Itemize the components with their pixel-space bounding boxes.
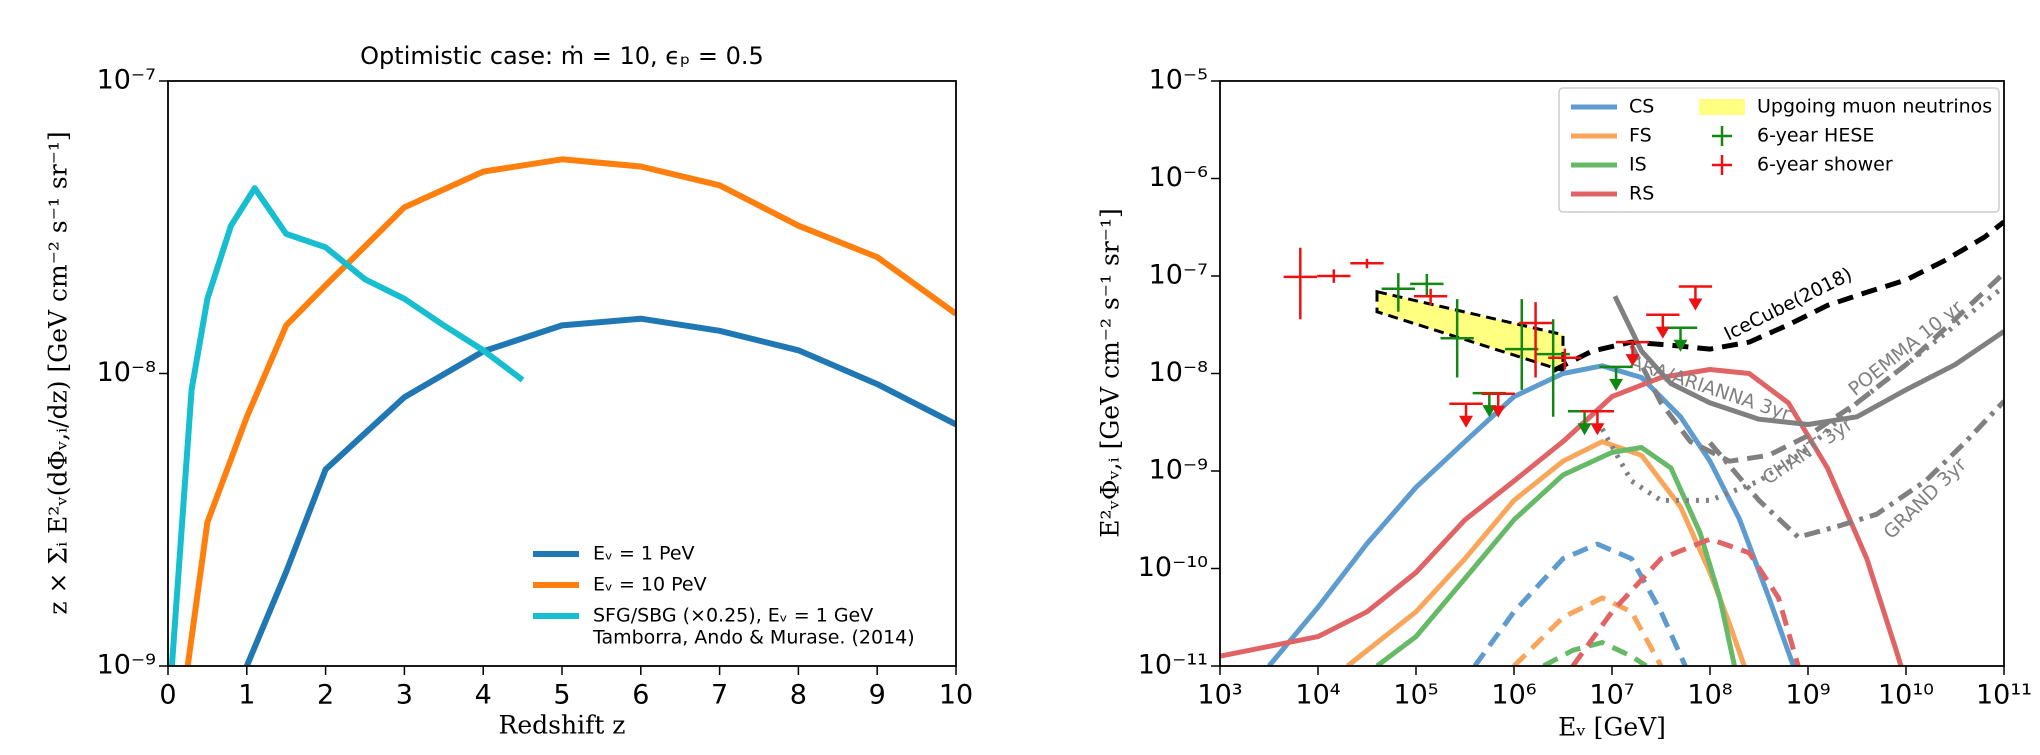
curve-label: IceCube(2018): [1721, 263, 1856, 345]
upper-limit-arrow: [1491, 405, 1506, 418]
line: [1267, 363, 1796, 666]
x-tick-label: 0: [159, 680, 176, 711]
x-tick-label: 3: [396, 680, 413, 711]
x-tick-label: 10⁶: [1491, 680, 1536, 711]
legend-swatch: [1712, 155, 1732, 175]
x-tick-label: 4: [475, 680, 492, 711]
band: [1375, 289, 1565, 373]
x-tick-label: 2: [317, 680, 334, 711]
line: [244, 315, 956, 666]
legend-swatch: [1712, 126, 1732, 146]
legend-label: FS: [1629, 125, 1652, 147]
y-tick-label: 10⁻¹⁰: [1138, 552, 1208, 583]
upper-limit-arrow: [1577, 423, 1592, 436]
axes-frame: [167, 80, 957, 667]
legend-swatch: [1699, 99, 1745, 115]
line: [1542, 640, 1648, 666]
y-tick-label: 10⁻⁷: [1149, 260, 1208, 291]
y-axis-label: z × Σᵢ E²ᵥ(dΦᵥ,ᵢ/dz) [GeV cm⁻² s⁻¹ sr⁻¹]: [44, 131, 73, 614]
upper-limit-arrow: [1609, 378, 1624, 391]
x-tick-label: 10¹¹: [1976, 680, 2032, 711]
legend-label: IS: [1629, 154, 1647, 176]
x-tick-label: 10⁸: [1687, 680, 1732, 711]
x-tick-label: 5: [553, 680, 570, 711]
line: [168, 185, 525, 666]
line: [1570, 536, 1801, 666]
legend-label: Eᵥ = 1 PeV: [593, 543, 695, 565]
legend-label: 6-year HESE: [1757, 125, 1874, 147]
line: [1512, 595, 1664, 666]
y-axis-label: E²ᵥΦᵥ,ᵢ [GeV cm⁻² s⁻¹ sr⁻¹]: [1096, 208, 1125, 537]
upper-limit-arrow: [1673, 339, 1688, 352]
line: [184, 156, 956, 666]
y-tick-label: 10⁻⁷: [97, 65, 156, 96]
plot-area: [1220, 219, 2004, 666]
legend-label: RS: [1629, 183, 1654, 205]
curve-label: POEMMA 10 yr: [1844, 296, 1967, 400]
legend-label: SFG/SBG (×0.25), Eᵥ = 1 GeV: [593, 605, 873, 627]
upper-limit-arrow: [1688, 298, 1703, 311]
y-tick-label: 10⁻⁹: [1149, 455, 1208, 486]
upper-limit-arrow: [1590, 423, 1605, 436]
y-tick-label: 10⁻⁹: [97, 650, 156, 681]
x-axis-label: Redshift z: [499, 711, 626, 740]
y-tick-label: 10⁻⁶: [1149, 162, 1208, 193]
y-tick-label: 10⁻⁵: [1149, 65, 1208, 96]
legend-label: Upgoing muon neutrinos: [1757, 96, 1992, 118]
chart-title: Optimistic case: ṁ = 10, ϵₚ = 0.5: [360, 42, 764, 70]
upper-limit-arrow: [1459, 415, 1474, 428]
legend-label: 6-year shower: [1757, 154, 1893, 176]
legend-label: Tamborra, Ando & Murase. (2014): [592, 627, 915, 649]
x-tick-label: 6: [632, 680, 649, 711]
plot-area: [168, 156, 956, 666]
x-tick-label: 10: [939, 680, 973, 711]
legend-label: CS: [1629, 96, 1654, 118]
line: [1345, 439, 1747, 666]
legend-label: Eᵥ = 10 PeV: [593, 574, 707, 596]
x-tick-label: 1: [238, 680, 255, 711]
x-tick-label: 8: [790, 680, 807, 711]
y-tick-label: 10⁻¹¹: [1138, 650, 1208, 681]
line: [1708, 399, 2004, 540]
y-tick-label: 10⁻⁸: [1149, 357, 1208, 388]
x-tick-label: 9: [869, 680, 886, 711]
curve-label: GRAND 3yr: [1879, 454, 1971, 544]
axes-frame: [1219, 80, 2005, 667]
x-tick-label: 10⁷: [1589, 680, 1634, 711]
x-tick-label: 10¹⁰: [1878, 680, 1934, 711]
line: [1629, 271, 2004, 464]
x-tick-label: 10⁴: [1295, 680, 1340, 711]
x-tick-label: 10³: [1197, 680, 1242, 711]
x-axis-label: Eᵥ [GeV]: [1558, 713, 1666, 742]
legend-frame: [1558, 87, 2000, 213]
line: [1220, 367, 1904, 666]
x-tick-label: 10⁵: [1393, 680, 1438, 711]
line: [1375, 445, 1737, 666]
line: [1472, 541, 1688, 666]
line: [1612, 295, 2004, 427]
x-tick-label: 7: [711, 680, 728, 711]
upper-limit-arrow: [1655, 326, 1670, 339]
y-tick-label: 10⁻⁸: [97, 357, 156, 388]
upper-limit-arrow: [1625, 354, 1640, 367]
x-tick-label: 10⁹: [1785, 680, 1830, 711]
